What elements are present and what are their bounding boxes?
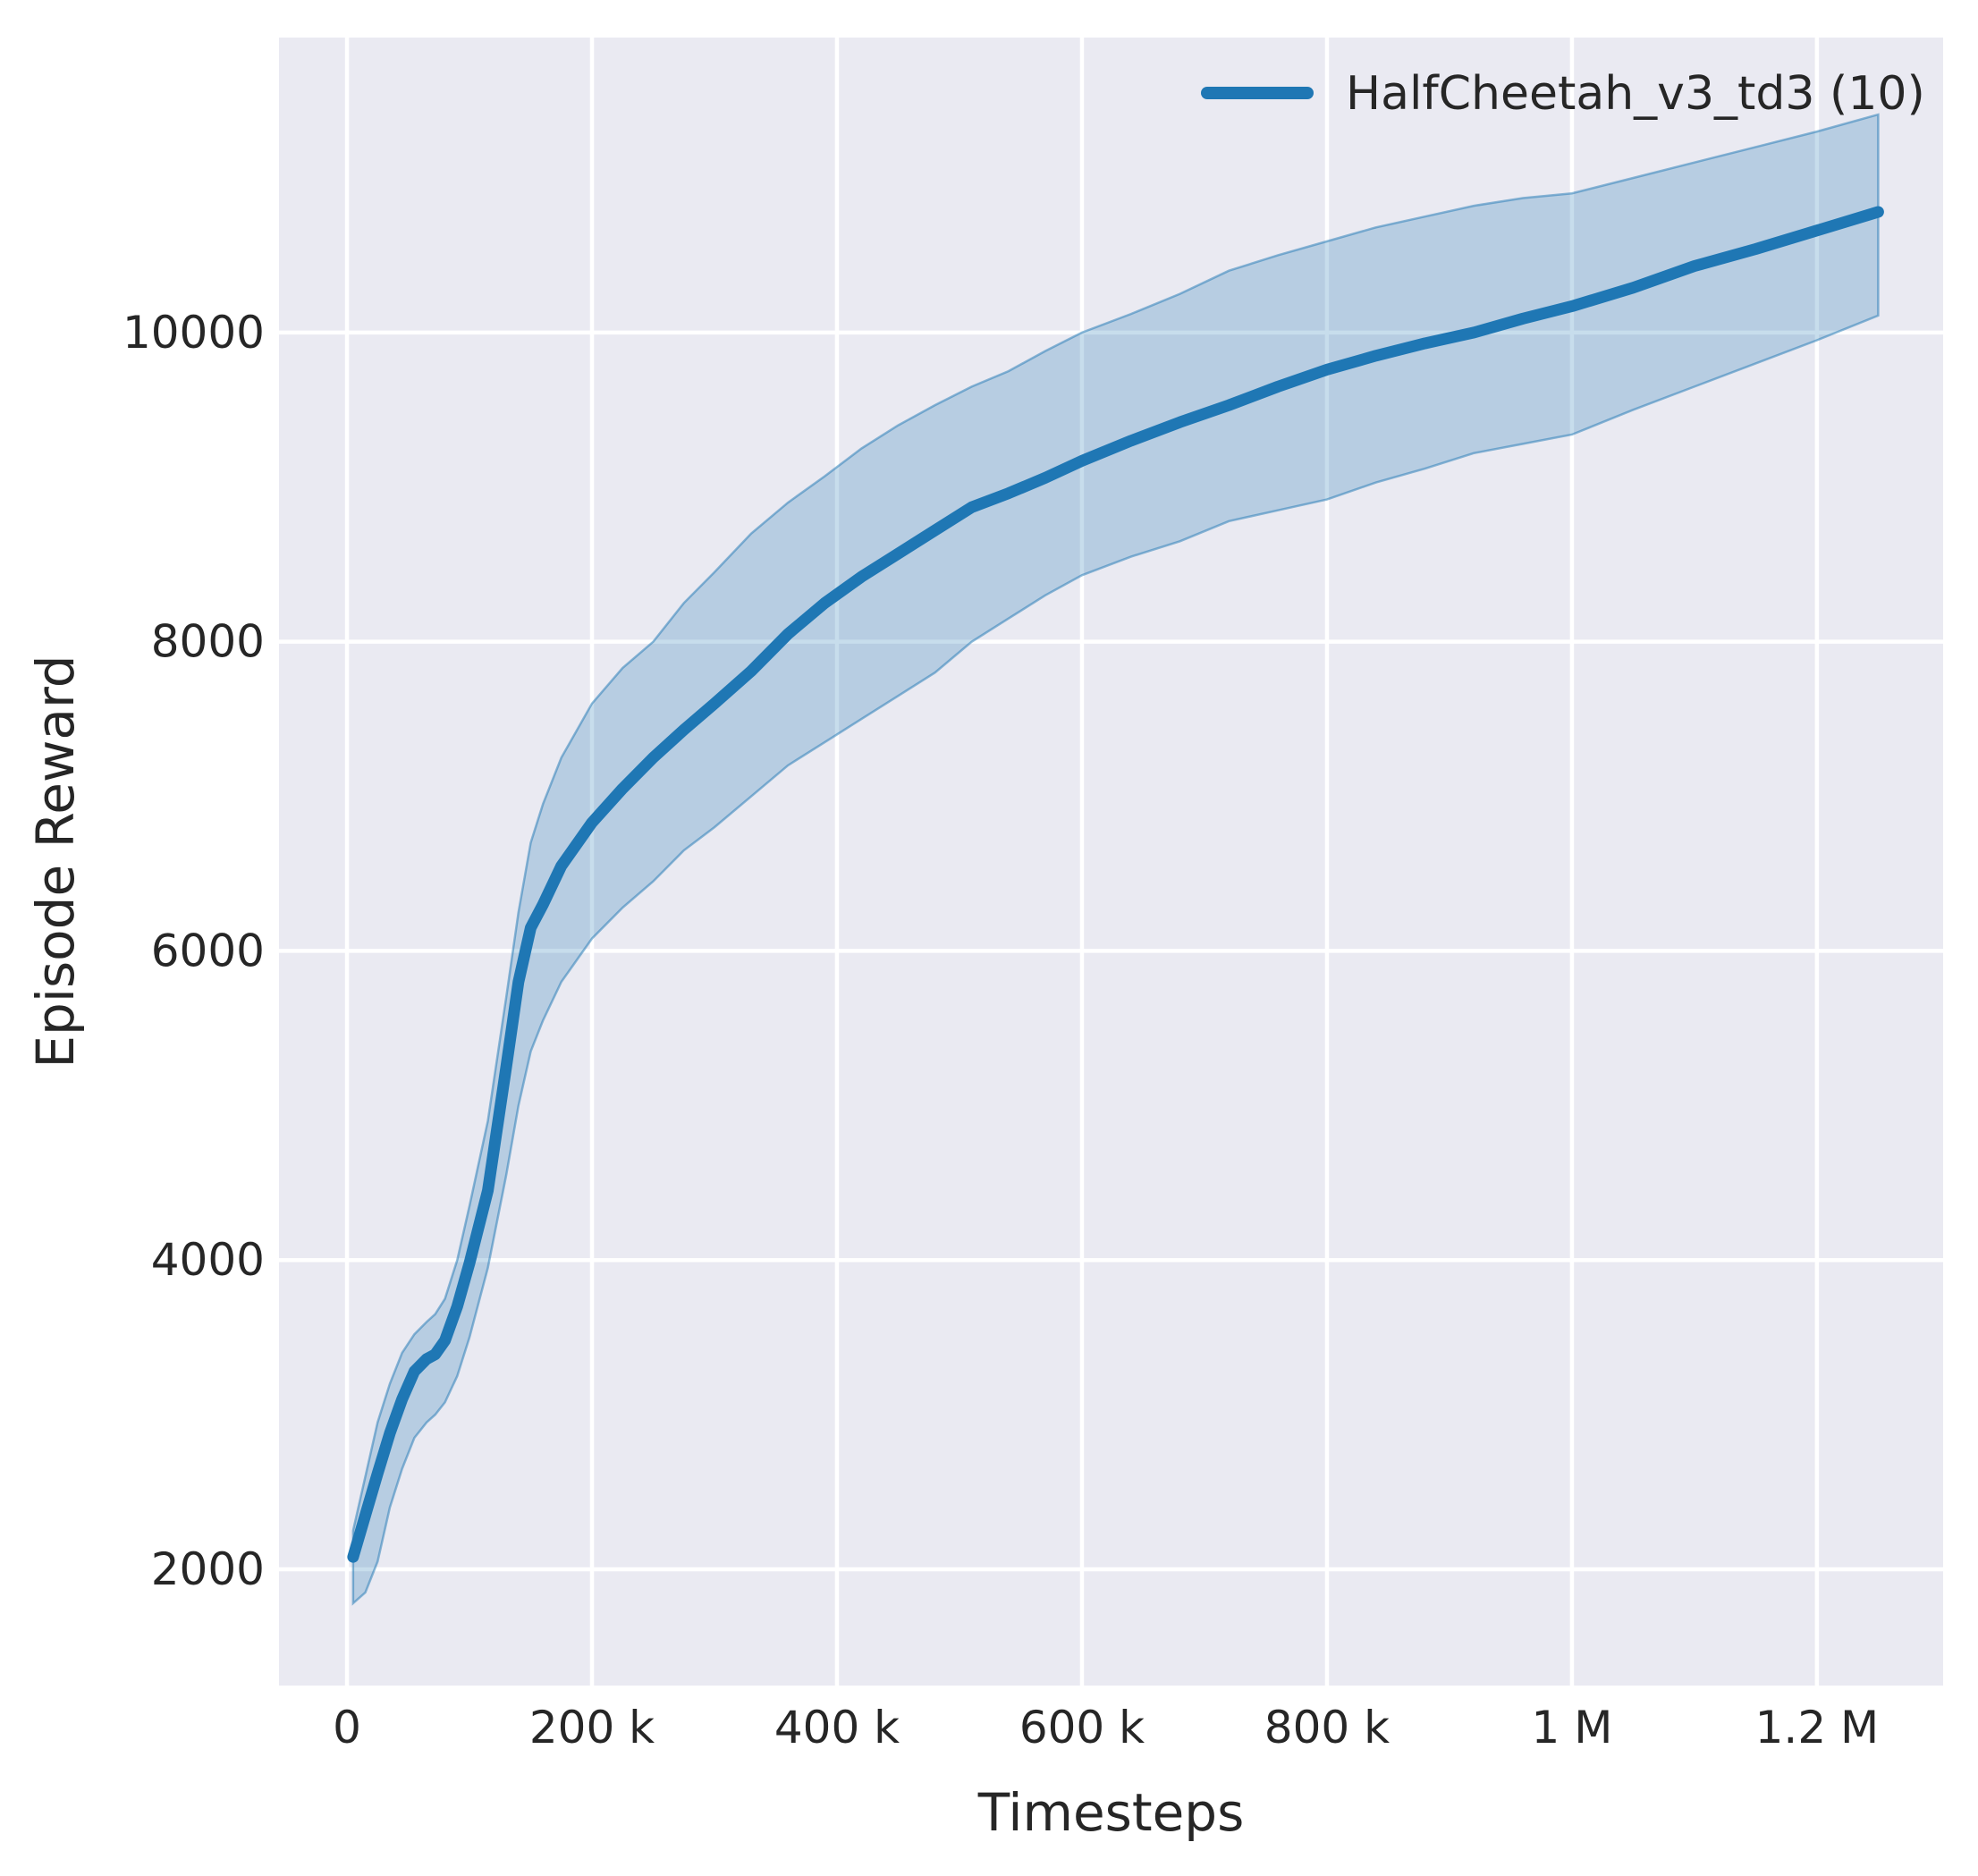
x-axis-label: Timesteps — [977, 1782, 1245, 1843]
y-tick-label: 6000 — [151, 925, 265, 976]
y-axis-label: Episode Reward — [25, 655, 86, 1068]
mean-line — [347, 206, 1884, 1563]
x-tick-label: 1 M — [1531, 1702, 1612, 1753]
confidence-band — [351, 113, 1880, 1606]
x-tick-label: 600 k — [1019, 1702, 1145, 1753]
legend-label: HalfCheetah_v3_td3 (10) — [1346, 67, 1925, 121]
y-tick-label: 4000 — [151, 1234, 265, 1286]
plot-area — [279, 38, 1943, 1686]
x-tick-label: 200 k — [529, 1702, 655, 1753]
y-tick-label: 10000 — [123, 307, 265, 359]
legend: HalfCheetah_v3_td3 (10) — [1201, 67, 1925, 121]
x-tick-label: 0 — [333, 1702, 361, 1753]
x-axis-tick-labels: 0 200 k 400 k 600 k 800 k 1 M 1.2 M — [333, 1702, 1879, 1753]
x-tick-label: 1.2 M — [1755, 1702, 1880, 1753]
y-tick-label: 8000 — [151, 616, 265, 668]
x-tick-label: 800 k — [1264, 1702, 1390, 1753]
x-tick-label: 400 k — [774, 1702, 900, 1753]
y-axis-tick-labels: 2000 4000 6000 8000 10000 — [123, 307, 265, 1595]
y-tick-label: 2000 — [151, 1543, 265, 1595]
